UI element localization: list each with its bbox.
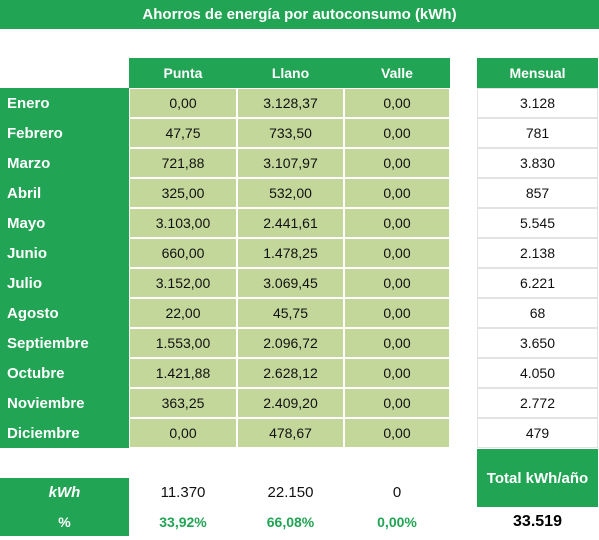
valle-value: 0,00 (344, 358, 450, 388)
valle-value: 0,00 (344, 208, 450, 238)
valle-value: 0,00 (344, 388, 450, 418)
pct-punta: 33,92% (159, 513, 207, 530)
valle-value: 0,00 (344, 268, 450, 298)
llano-value: 532,00 (237, 178, 344, 208)
llano-value: 2.441,61 (237, 208, 344, 238)
valle-value: 0,00 (344, 418, 450, 448)
month-label: Febrero (0, 118, 129, 148)
valle-value: 0,00 (344, 88, 450, 118)
valle-value: 0,00 (344, 178, 450, 208)
month-label: Enero (0, 88, 129, 118)
punta-value: 721,88 (129, 148, 237, 178)
month-label: Septiembre (0, 328, 129, 358)
header-mensual: Mensual (477, 58, 598, 88)
mensual-value: 3.650 (477, 328, 598, 358)
month-label: Junio (0, 238, 129, 268)
mensual-value: 5.545 (477, 208, 598, 238)
llano-value: 1.478,25 (237, 238, 344, 268)
total-label: Total kWh/año (477, 449, 598, 507)
punta-value: 3.103,00 (129, 208, 237, 238)
mensual-value: 2.138 (477, 238, 598, 268)
punta-value: 22,00 (129, 298, 237, 328)
mensual-value: 3.830 (477, 148, 598, 178)
valle-value: 0,00 (344, 118, 450, 148)
month-label: Octubre (0, 358, 129, 388)
month-label: Diciembre (0, 418, 129, 448)
punta-value: 0,00 (129, 88, 237, 118)
pct-valle: 0,00% (377, 513, 417, 530)
valle-value: 0,00 (344, 238, 450, 268)
total-value: 33.519 (513, 512, 562, 530)
punta-value: 3.152,00 (129, 268, 237, 298)
kwh-punta: 11.370 (160, 484, 206, 501)
punta-value: 325,00 (129, 178, 237, 208)
punta-value: 1.553,00 (129, 328, 237, 358)
month-label: Marzo (0, 148, 129, 178)
valle-value: 0,00 (344, 148, 450, 178)
mensual-value: 68 (477, 298, 598, 328)
pct-label: % (0, 507, 129, 536)
mensual-value: 3.128 (477, 88, 598, 118)
llano-value: 2.096,72 (237, 328, 344, 358)
llano-value: 2.409,20 (237, 388, 344, 418)
header-punta: Punta (129, 58, 237, 88)
llano-value: 733,50 (237, 118, 344, 148)
month-label: Julio (0, 268, 129, 298)
punta-value: 1.421,88 (129, 358, 237, 388)
mensual-value: 857 (477, 178, 598, 208)
mensual-value: 6.221 (477, 268, 598, 298)
llano-value: 45,75 (237, 298, 344, 328)
mensual-value: 4.050 (477, 358, 598, 388)
punta-value: 660,00 (129, 238, 237, 268)
kwh-llano: 22.150 (267, 484, 314, 501)
pct-llano: 66,08% (266, 513, 315, 530)
mensual-value: 2.772 (477, 388, 598, 418)
valle-value: 0,00 (344, 328, 450, 358)
valle-value: 0,00 (344, 298, 450, 328)
header-llano: Llano (237, 58, 344, 88)
llano-value: 2.628,12 (237, 358, 344, 388)
kwh-valle: 0 (392, 484, 402, 501)
mensual-value: 479 (477, 418, 598, 448)
punta-value: 0,00 (129, 418, 237, 448)
llano-value: 3.107,97 (237, 148, 344, 178)
llano-value: 478,67 (237, 418, 344, 448)
month-label: Agosto (0, 298, 129, 328)
month-label: Abril (0, 178, 129, 208)
month-label: Mayo (0, 208, 129, 238)
kwh-label: kWh (0, 478, 129, 507)
mensual-value: 781 (477, 118, 598, 148)
punta-value: 47,75 (129, 118, 237, 148)
llano-value: 3.128,37 (237, 88, 344, 118)
header-valle: Valle (344, 58, 450, 88)
llano-value: 3.069,45 (237, 268, 344, 298)
punta-value: 363,25 (129, 388, 237, 418)
month-label: Noviembre (0, 388, 129, 418)
table-title: Ahorros de energía por autoconsumo (kWh) (0, 0, 599, 29)
